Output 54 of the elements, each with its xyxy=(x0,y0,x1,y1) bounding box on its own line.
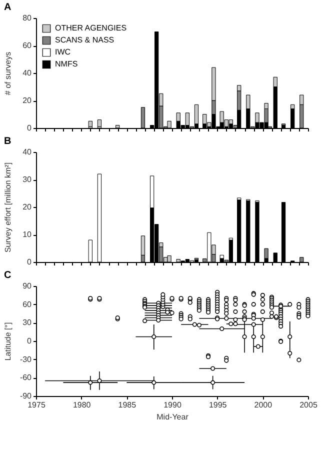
point xyxy=(288,334,292,339)
y-tick-label: -60 xyxy=(20,373,32,382)
y-tick-label: 0 xyxy=(27,124,32,132)
point xyxy=(210,380,216,385)
y-axis-title: # of surveys xyxy=(4,52,12,96)
point xyxy=(88,380,93,385)
y-tick-label: 60 xyxy=(22,41,32,50)
point xyxy=(251,334,256,339)
point xyxy=(152,380,156,385)
y-tick-label: -90 xyxy=(20,392,32,400)
y-tick-label: 30 xyxy=(22,175,32,184)
y-axis-title: Latitude [°] xyxy=(4,322,12,361)
bar xyxy=(220,254,224,259)
point xyxy=(152,334,156,339)
y-tick-label: 20 xyxy=(22,96,32,105)
y-tick-label: -30 xyxy=(20,354,32,364)
bar xyxy=(194,104,199,124)
legend-label: IWC xyxy=(55,48,71,56)
chart-title: B xyxy=(4,136,12,147)
point xyxy=(220,326,224,332)
y-tick-label: 10 xyxy=(22,230,32,239)
bar xyxy=(228,120,233,124)
y-tick-label: 60 xyxy=(22,300,32,309)
point xyxy=(260,334,265,339)
point xyxy=(242,334,247,339)
y-tick-label: 20 xyxy=(22,202,32,212)
point xyxy=(251,322,256,327)
x-tick-label: 1985 xyxy=(118,400,137,410)
y-tick-label: 0 xyxy=(27,336,32,346)
legend-label: OTHER AGENGIES xyxy=(55,24,127,32)
y-tick-label: 80 xyxy=(22,14,32,22)
x-tick-label: 2000 xyxy=(254,400,273,410)
legend-label: SCANS & NASS xyxy=(55,36,114,44)
chart-title: C xyxy=(4,270,12,281)
y-tick-label: 0 xyxy=(27,258,32,266)
x-tick-label: 1975 xyxy=(28,400,46,410)
y-tick-label: 40 xyxy=(22,148,32,156)
y-tick-label: 90 xyxy=(22,282,32,290)
point xyxy=(210,366,216,371)
x-tick-label: 2005 xyxy=(300,400,318,410)
x-axis-title: Mid-Year xyxy=(156,412,189,422)
x-tick-label: 1995 xyxy=(208,400,228,410)
point xyxy=(192,322,197,327)
y-tick-label: 30 xyxy=(22,318,32,328)
y-tick-label: 40 xyxy=(22,68,32,78)
point xyxy=(228,322,234,326)
legend-label: NMFS xyxy=(55,60,78,68)
point xyxy=(224,316,229,321)
x-tick-label: 1990 xyxy=(164,400,182,410)
chart-title: A xyxy=(4,2,12,13)
y-axis-title: Survey effort [million km²] xyxy=(4,162,12,253)
bar xyxy=(264,248,268,259)
x-tick-label: 1980 xyxy=(72,400,92,410)
point xyxy=(97,378,102,383)
